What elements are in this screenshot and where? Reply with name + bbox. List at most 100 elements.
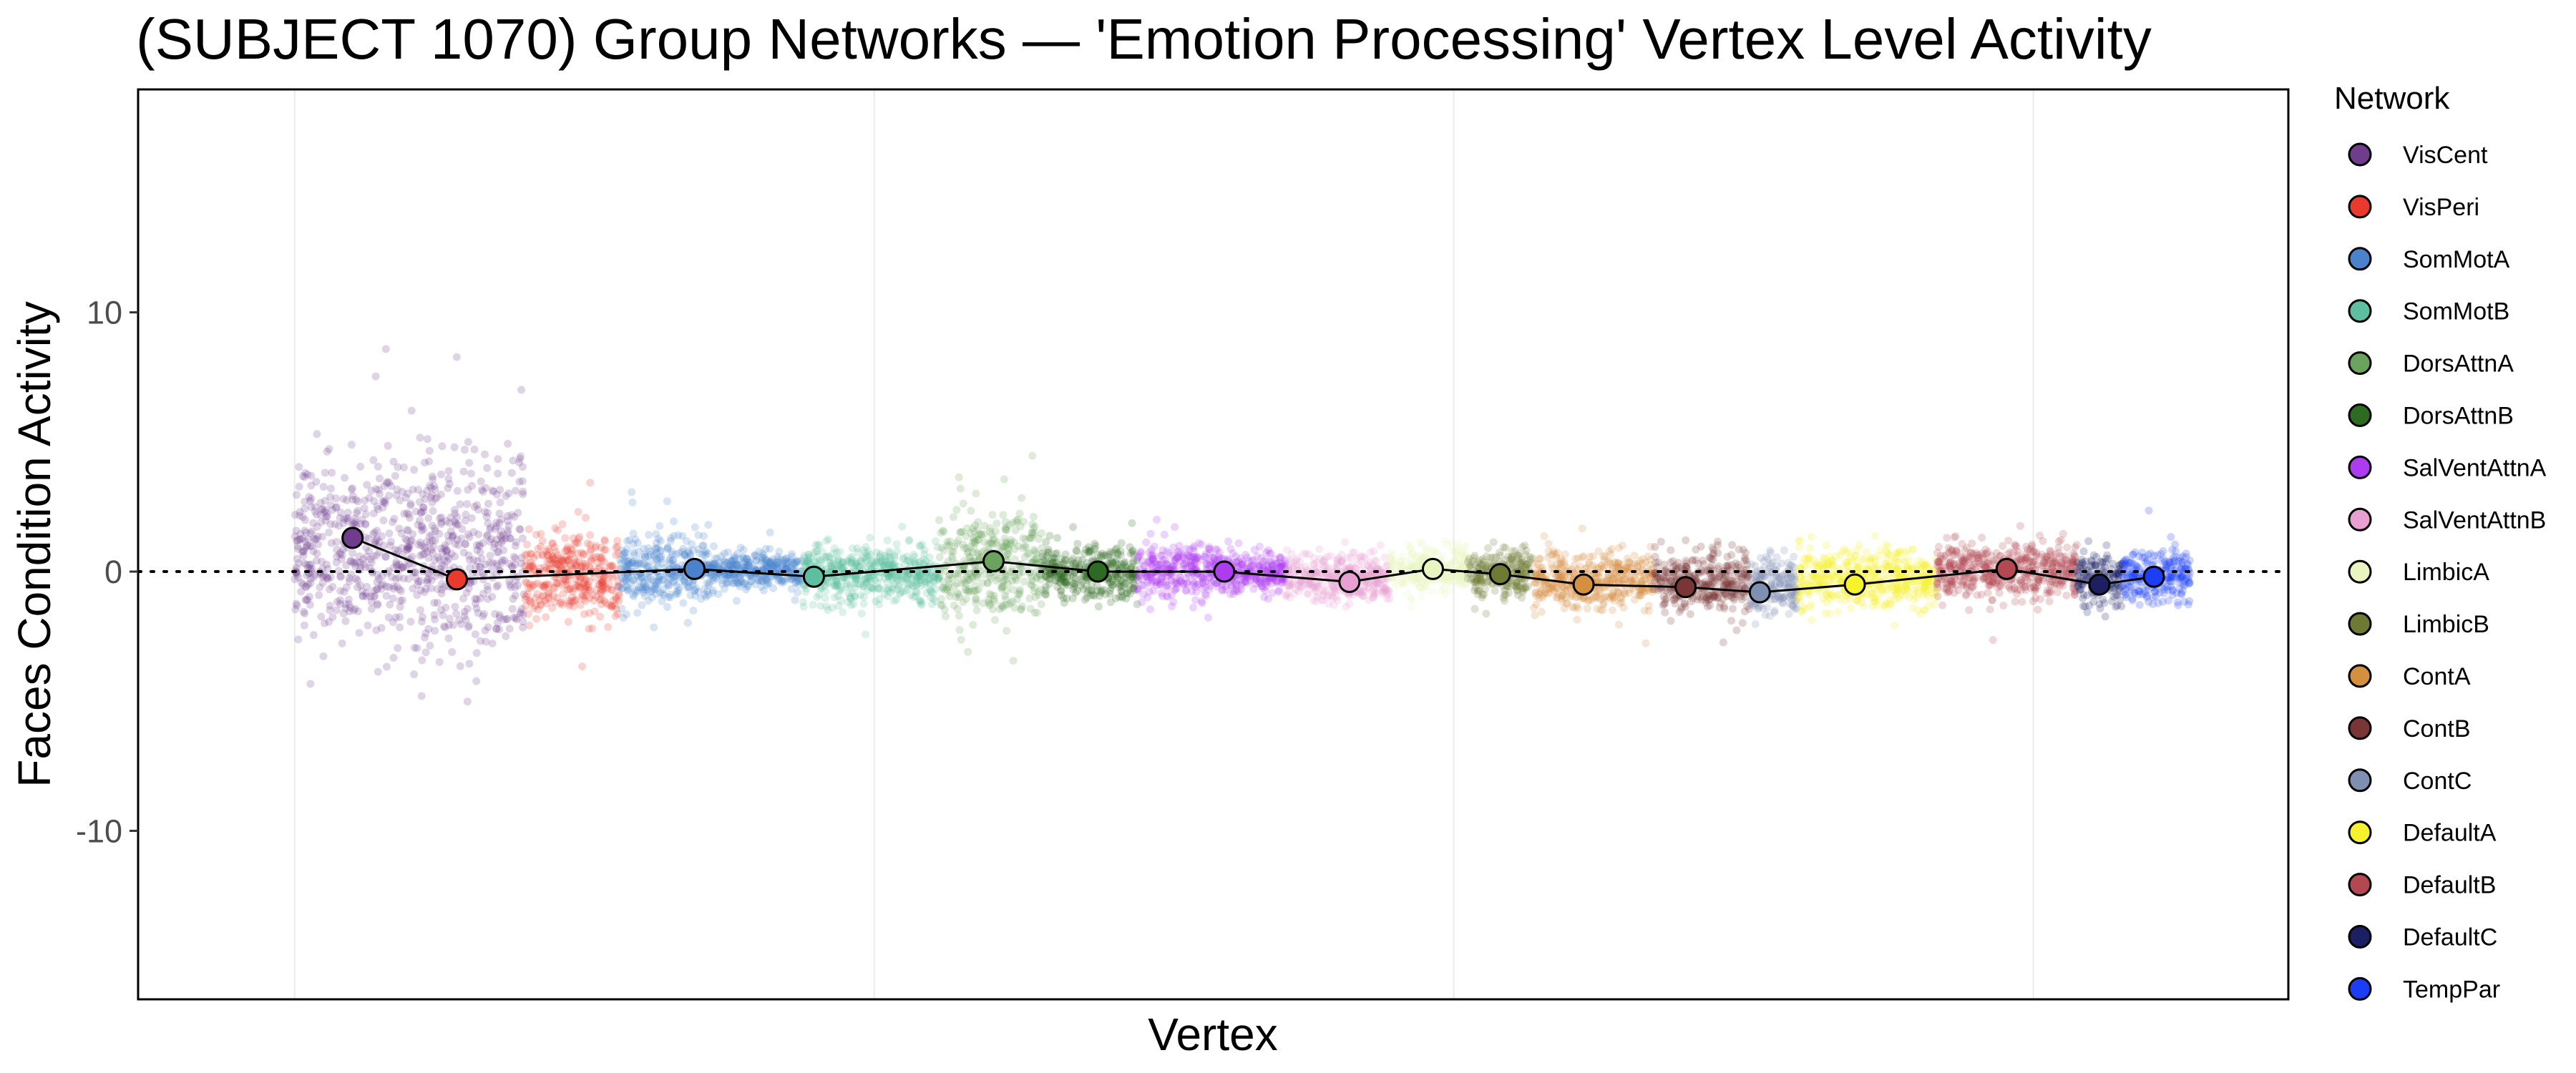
vertex-point [1199,584,1207,593]
vertex-point [479,539,487,547]
vertex-point [766,528,774,536]
vertex-point [435,529,444,538]
vertex-point [1080,595,1089,604]
vertex-point [1407,603,1416,612]
vertex-point [425,481,434,490]
vertex-point [391,471,399,480]
vertex-point [314,540,323,549]
vertex-point [358,516,366,524]
vertex-point [954,536,962,544]
vertex-point [313,557,321,565]
vertex-point [349,606,358,614]
vertex-point [411,568,419,577]
vertex-point [321,516,330,525]
vertex-point [423,547,431,556]
vertex-point [597,553,606,562]
vertex-point [293,536,302,544]
vertex-point [490,539,499,548]
vertex-point [305,493,313,501]
vertex-point [367,598,376,606]
vertex-point [1116,580,1124,589]
vertex-point [382,582,391,591]
vertex-point [1361,554,1370,562]
vertex-point [1018,602,1027,611]
vertex-point [444,531,452,540]
vertex-point [1146,605,1154,614]
vertex-point [1176,578,1185,587]
vertex-point [1296,557,1304,566]
vertex-point [968,574,977,582]
vertex-point [713,554,721,563]
vertex-point [299,547,308,555]
vertex-point [415,516,424,525]
vertex-point [348,549,357,557]
vertex-point [691,523,699,531]
vertex-point [300,621,308,629]
vertex-point [484,594,492,603]
vertex-point [710,542,718,551]
vertex-point [437,589,446,598]
vertex-point [351,520,359,529]
vertex-point [475,563,484,572]
vertex-point [452,521,461,529]
vertex-point [608,586,616,594]
vertex-point [584,583,592,592]
vertex-point [552,560,560,569]
vertex-point [517,559,526,568]
vertex-point [537,529,545,538]
vertex-point [511,591,519,599]
vertex-point [652,530,660,539]
vertex-point [892,540,901,549]
vertex-point [509,456,517,465]
vertex-point [575,582,583,589]
vertex-point [939,526,947,535]
vertex-point [408,552,416,561]
vertex-point [549,591,557,599]
vertex-point [465,533,474,542]
vertex-point [549,559,557,568]
vertex-point [388,573,396,582]
vertex-point [496,498,504,506]
vertex-point [603,584,612,593]
vertex-point [306,542,314,550]
vertex-point [494,619,502,627]
vertex-point [1041,589,1050,598]
vertex-point [458,525,467,534]
vertex-point [776,558,784,567]
vertex-point [469,556,478,564]
vertex-point [430,524,439,533]
vertex-point [502,492,510,500]
vertex-point [550,584,558,592]
vertex-point [355,629,364,637]
vertex-point [295,482,303,491]
vertex-point [569,597,577,606]
vertex-point [1496,552,1505,560]
vertex-point [311,571,319,579]
vertex-point [450,443,459,451]
vertex-point [499,531,507,539]
vertex-point [308,564,316,573]
vertex-point [1045,531,1054,540]
vertex-point [306,680,315,688]
vertex-point [1540,532,1548,540]
vertex-point [533,589,542,598]
vertex-point [339,519,348,527]
vertex-point [462,616,470,624]
vertex-point [433,585,441,593]
vertex-point [333,545,341,554]
vertex-point [456,500,464,509]
vertex-point [679,599,688,607]
vertex-point [384,441,392,450]
vertex-point [852,557,861,566]
vertex-point [1563,586,1571,594]
vertex-point [406,499,415,508]
vertex-point [526,597,535,605]
vertex-point [431,494,440,503]
vertex-point [730,557,738,565]
vertex-point [1583,604,1591,613]
vertex-point [405,544,414,552]
vertex-point [615,592,623,600]
vertex-point [510,513,519,521]
vertex-point [851,592,859,601]
vertex-point [403,545,411,554]
